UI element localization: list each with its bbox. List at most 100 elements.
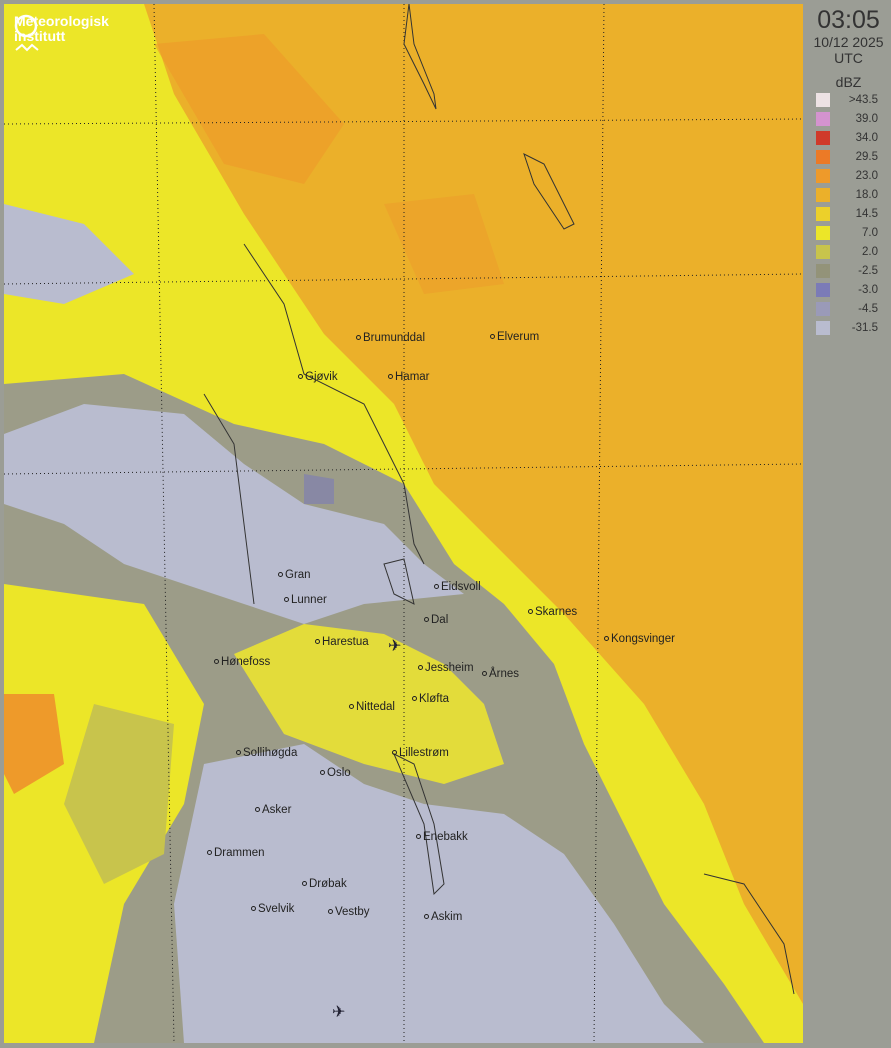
city-marker-icon <box>236 750 241 756</box>
legend-swatch <box>816 263 830 278</box>
city-5: Eidsvoll <box>434 581 481 593</box>
city-17: Lillestrøm <box>392 747 449 759</box>
city-4: Gran <box>278 569 311 581</box>
legend-item: 34.0 <box>806 128 891 147</box>
legend-item: 2.0 <box>806 242 891 261</box>
legend-value: 14.5 <box>855 207 878 220</box>
legend-item: 23.0 <box>806 166 891 185</box>
city-marker-icon <box>604 636 609 642</box>
legend-item: -3.0 <box>806 280 891 299</box>
city-0: Brumunddal <box>356 332 425 344</box>
legend-item: 29.5 <box>806 147 891 166</box>
legend-swatch <box>816 149 830 164</box>
city-12: Jessheim <box>418 662 474 674</box>
city-25: Askim <box>424 911 462 923</box>
city-6: Lunner <box>284 594 327 606</box>
city-label: Enebakk <box>423 831 468 843</box>
city-18: Oslo <box>320 767 351 779</box>
legend-swatch <box>816 320 830 335</box>
city-marker-icon <box>251 906 256 912</box>
legend-swatch <box>816 111 830 126</box>
legend-item: -31.5 <box>806 318 891 337</box>
city-8: Dal <box>424 614 448 626</box>
met-logo: Meteorologisk institutt <box>14 14 109 52</box>
legend-value: -4.5 <box>858 302 878 315</box>
legend-value: -31.5 <box>851 321 878 334</box>
city-label: Eidsvoll <box>441 581 481 593</box>
city-marker-icon <box>528 609 533 615</box>
city-label: Hamar <box>395 371 430 383</box>
city-label: Gran <box>285 569 311 581</box>
city-19: Asker <box>255 804 291 816</box>
city-label: Harestua <box>322 636 369 648</box>
legend-value: 7.0 <box>862 226 878 239</box>
legend-item: -4.5 <box>806 299 891 318</box>
radar-map[interactable]: Meteorologisk institutt Brumunddal Elverum… <box>4 4 803 1043</box>
city-label: Elverum <box>497 331 540 343</box>
city-label: Svelvik <box>258 903 295 915</box>
legend-swatch <box>816 282 830 297</box>
legend-swatch <box>816 206 830 221</box>
legend-swatch <box>816 130 830 145</box>
city-marker-icon <box>315 639 320 645</box>
city-marker-icon <box>298 374 303 380</box>
legend-swatch <box>816 187 830 202</box>
city-label: Drøbak <box>309 878 347 890</box>
city-marker-icon <box>328 909 333 915</box>
city-marker-icon <box>418 665 423 671</box>
legend-value: 18.0 <box>855 188 878 201</box>
city-marker-icon <box>284 597 289 603</box>
city-15: Nittedal <box>349 701 395 713</box>
legend-value: 29.5 <box>855 150 878 163</box>
city-7: Skarnes <box>528 606 577 618</box>
city-label: Vestby <box>335 906 370 918</box>
city-21: Drammen <box>207 847 264 859</box>
city-label: Asker <box>262 804 292 816</box>
city-marker-icon <box>320 770 325 776</box>
city-2: Gjøvik <box>298 371 338 383</box>
city-label: Skarnes <box>535 606 578 618</box>
timezone: UTC <box>834 50 863 66</box>
city-22: Drøbak <box>302 878 347 890</box>
legend-item: -2.5 <box>806 261 891 280</box>
legend-swatch <box>816 225 830 240</box>
city-label: Årnes <box>489 668 520 680</box>
city-label: Sollihøgda <box>243 747 298 759</box>
city-16: Sollihøgda <box>236 747 297 759</box>
city-label: Lunner <box>291 594 327 606</box>
city-1: Elverum <box>490 331 539 343</box>
legend-value: 34.0 <box>855 131 878 144</box>
legend: >43.5 39.0 34.0 29.5 23.0 18.0 14.5 7.0 2.0 -2.5 -… <box>806 90 891 337</box>
city-marker-icon <box>490 334 495 340</box>
city-label: Gjøvik <box>305 371 338 383</box>
airplane-icon: ✈ <box>388 638 402 655</box>
city-marker-icon <box>349 704 354 710</box>
city-marker-icon <box>356 335 361 341</box>
unit: dBZ <box>835 74 862 90</box>
city-11: Hønefoss <box>214 656 270 668</box>
city-label: Brumunddal <box>363 332 426 344</box>
legend-swatch <box>816 301 830 316</box>
city-marker-icon <box>255 807 260 813</box>
legend-value: -3.0 <box>858 283 878 296</box>
city-marker-icon <box>412 696 417 702</box>
legend-value: -2.5 <box>858 264 878 277</box>
legend-swatch <box>816 244 830 259</box>
legend-panel: 03:05 10/12 2025 UTC dBZ >43.5 39.0 34.0 29… <box>806 0 891 1048</box>
legend-item: 7.0 <box>806 223 891 242</box>
city-marker-icon <box>302 881 307 887</box>
precip-lavender <box>4 404 464 624</box>
city-label: Nittedal <box>356 701 395 713</box>
city-marker-icon <box>434 584 439 590</box>
legend-swatch <box>816 92 830 107</box>
city-marker-icon <box>392 750 397 756</box>
city-10: Harestua <box>315 636 369 648</box>
city-label: Askim <box>431 911 463 923</box>
time: 03:05 <box>817 6 880 34</box>
city-marker-icon <box>214 659 219 665</box>
city-label: Jessheim <box>425 662 474 674</box>
airplane-icon: ✈ <box>332 1004 346 1021</box>
legend-value: 39.0 <box>855 112 878 125</box>
legend-item: 18.0 <box>806 185 891 204</box>
city-20: Enebakk <box>416 831 468 843</box>
